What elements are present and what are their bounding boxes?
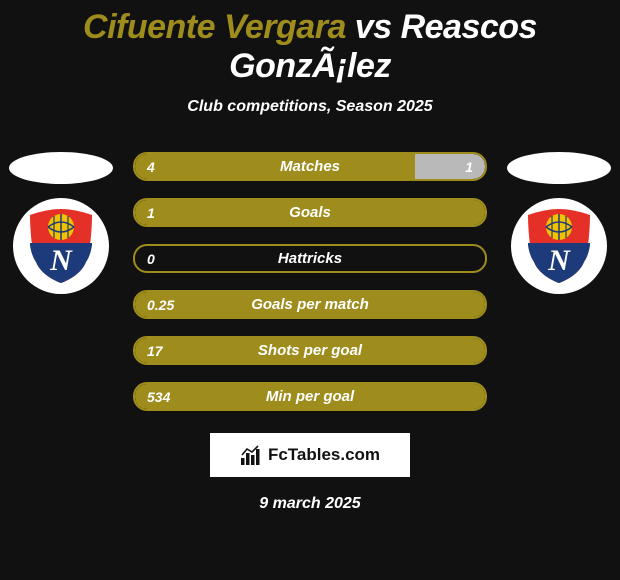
title-vs: vs [346,8,401,46]
svg-text:N: N [547,244,571,277]
shield-icon: N [524,207,594,285]
shield-icon: N [26,207,96,285]
team-badge-right: N [511,198,607,294]
stat-row: 534Min per goal [133,382,487,411]
svg-text:N: N [49,244,73,277]
page-title: Cifuente Vergara vs Reascos GonzÃ¡lez [0,0,620,86]
comparison-area: N N 4Matches11Goals0H [0,152,620,411]
player-left-ellipse [9,152,113,184]
brand-box[interactable]: FcTables.com [210,433,410,477]
stat-row: 0Hattricks [133,244,487,273]
player-right-ellipse [507,152,611,184]
stat-row: 4Matches1 [133,152,487,181]
stat-label: Shots per goal [135,342,485,359]
stat-label: Goals per match [135,296,485,313]
stat-label: Min per goal [135,388,485,405]
player-left-col: N [6,152,116,294]
team-badge-left: N [13,198,109,294]
stat-value-right: 1 [465,159,473,175]
subtitle: Club competitions, Season 2025 [0,98,620,116]
stat-bars: 4Matches11Goals0Hattricks0.25Goals per m… [133,152,487,411]
player-right-col: N [504,152,614,294]
stat-label: Goals [135,204,485,221]
stat-row: 1Goals [133,198,487,227]
fctables-icon [240,444,262,466]
footer-date: 9 march 2025 [0,495,620,513]
stat-label: Matches [135,158,485,175]
brand-text: FcTables.com [268,445,380,465]
stat-label: Hattricks [135,250,485,267]
stat-row: 17Shots per goal [133,336,487,365]
title-left: Cifuente Vergara [83,8,346,46]
stat-row: 0.25Goals per match [133,290,487,319]
